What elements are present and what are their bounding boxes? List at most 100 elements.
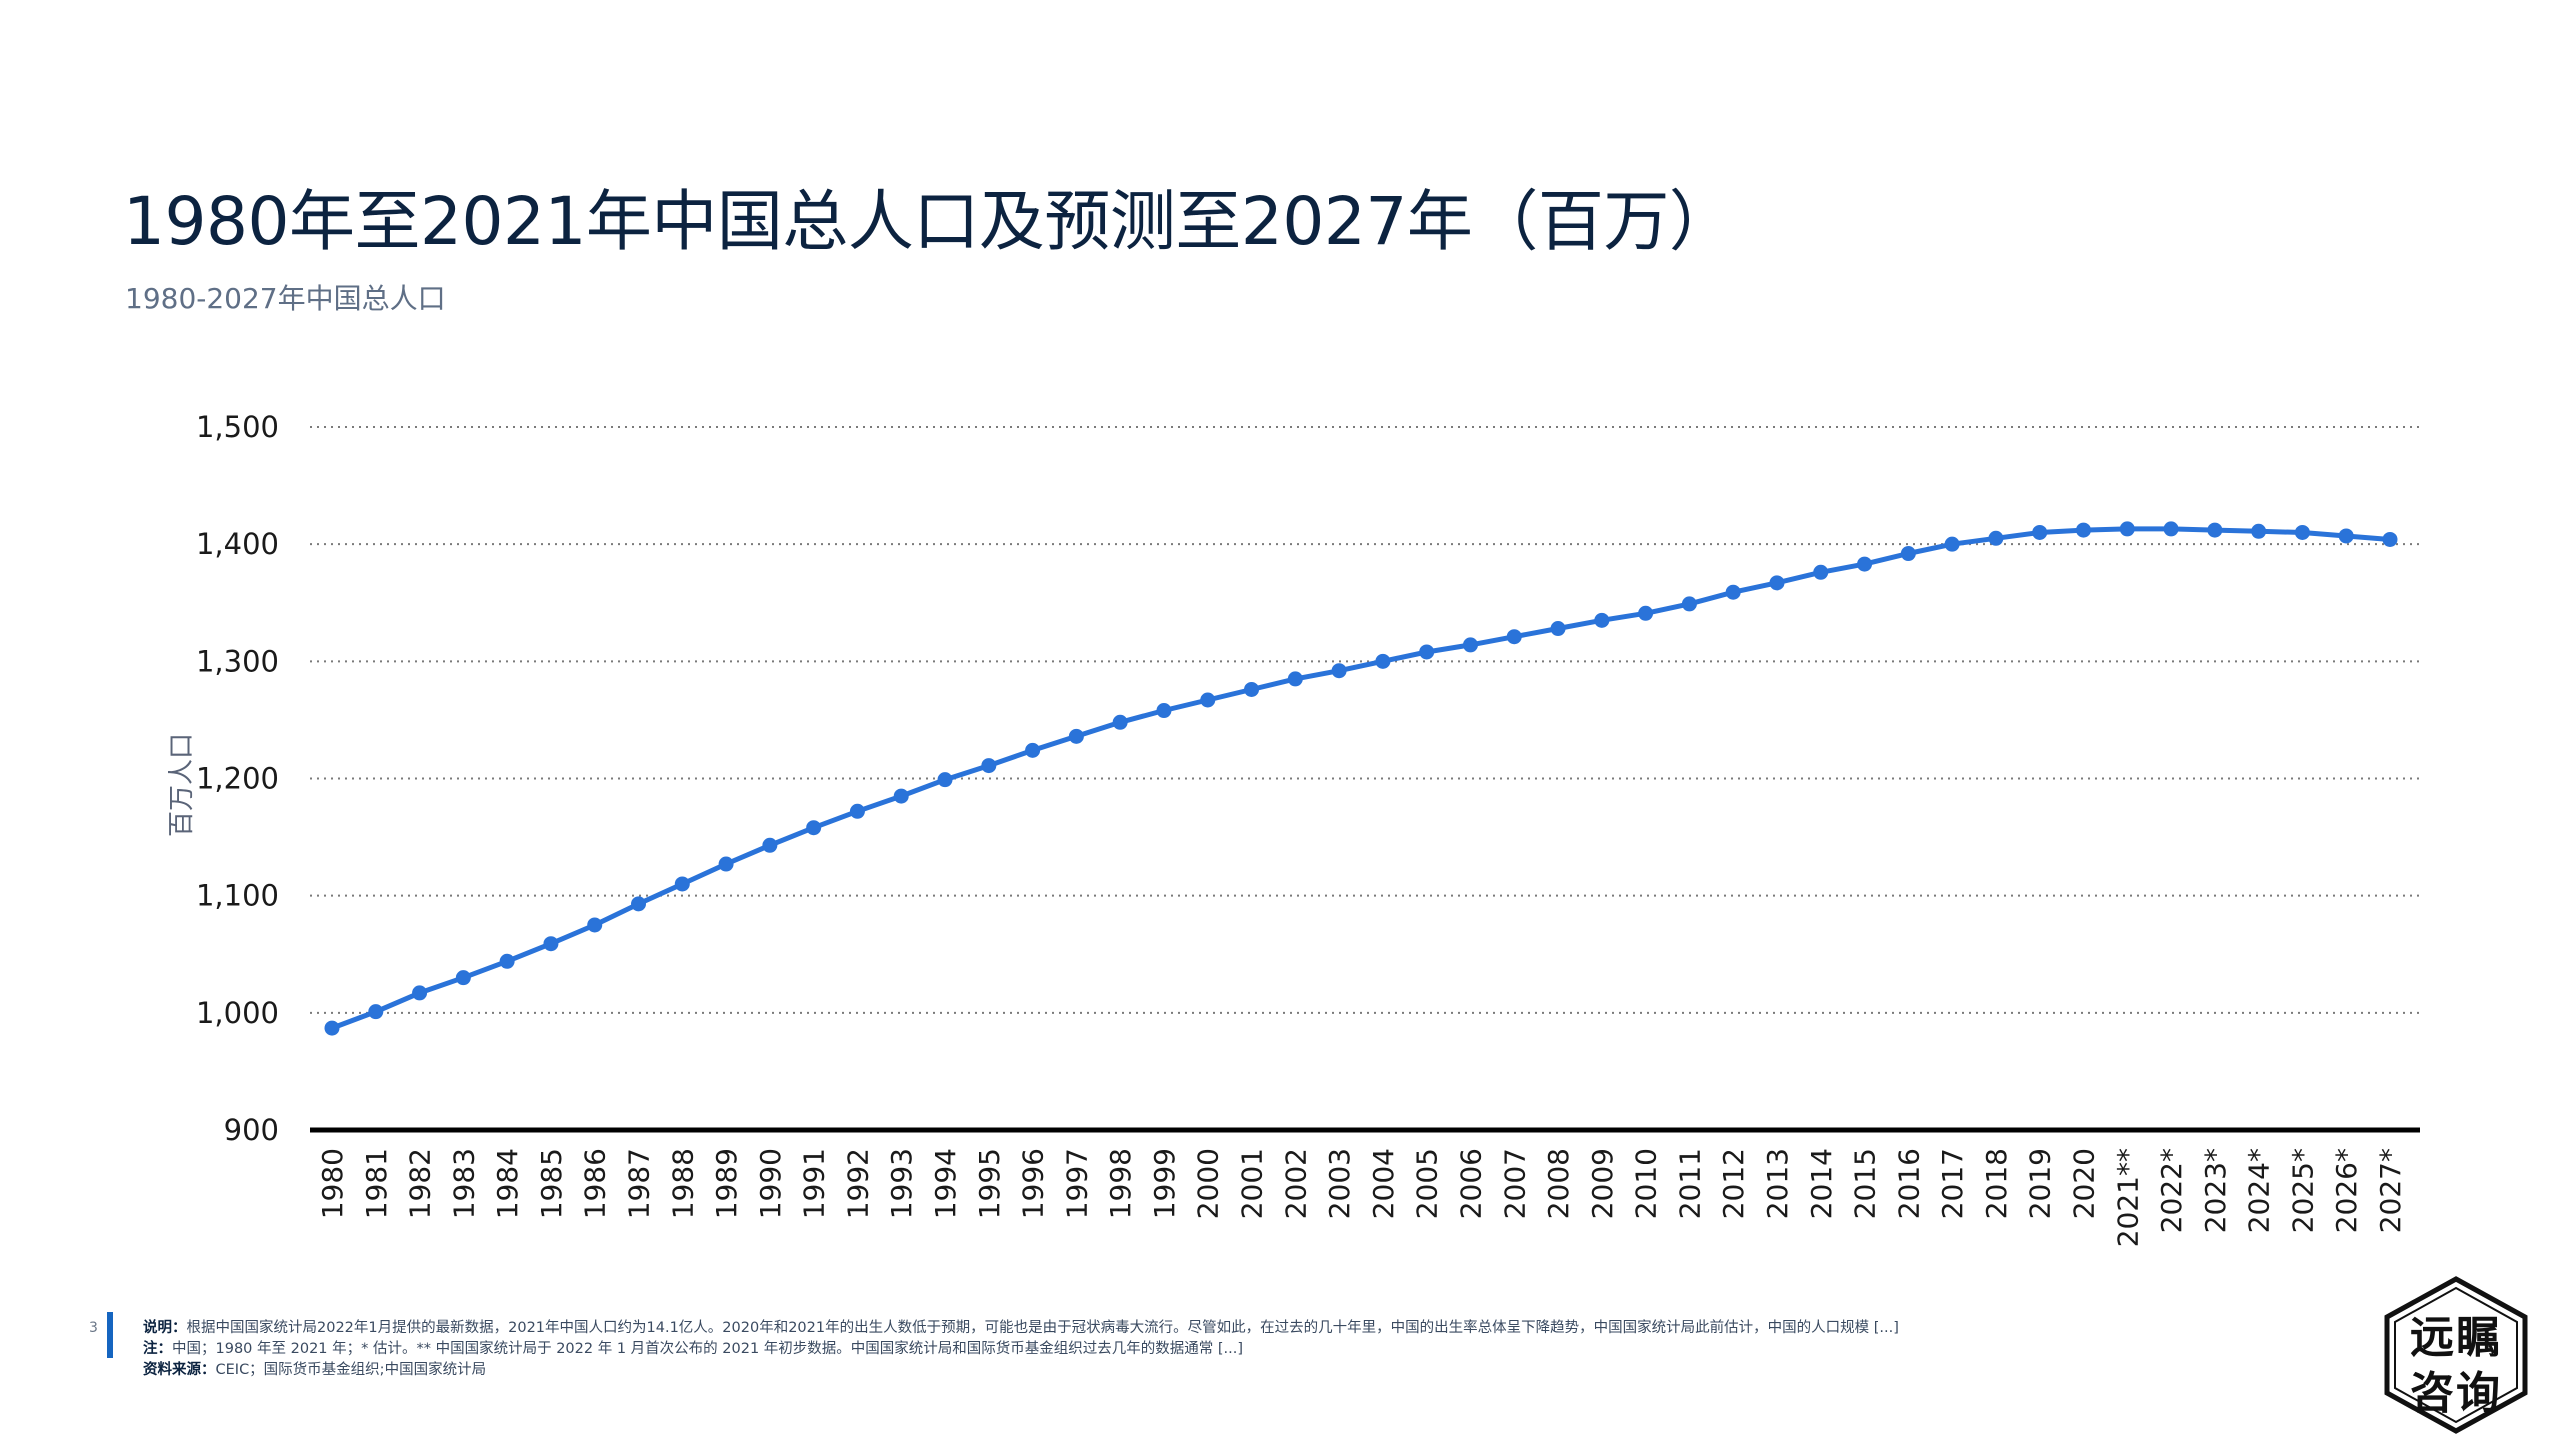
y-tick-label: 1,000 xyxy=(196,996,279,1030)
x-tick-label: 2025* xyxy=(2286,1148,2319,1233)
note-source-text: CEIC；国际货币基金组织;中国国家统计局 xyxy=(215,1362,487,1378)
x-tick-label: 1984 xyxy=(491,1148,524,1219)
x-axis-ticks: 1980 1981 1982 1983 1984 1985 1986 1987 1988 1989… xyxy=(316,1148,2407,1247)
data-point xyxy=(1900,546,1916,562)
data-point xyxy=(2382,531,2398,547)
data-point xyxy=(1725,584,1741,600)
y-tick-label: 1,500 xyxy=(196,410,279,444)
x-tick-label: 1983 xyxy=(447,1148,480,1219)
data-point xyxy=(893,788,909,804)
x-tick-label: 2004 xyxy=(1367,1148,1400,1219)
y-tick-label: 900 xyxy=(224,1113,279,1147)
series-points xyxy=(324,521,2398,1036)
data-point xyxy=(1112,714,1128,730)
data-point xyxy=(631,896,647,912)
y-tick-label: 1,100 xyxy=(196,879,279,913)
data-point xyxy=(1550,621,1566,637)
note-remark-text: 中国；1980 年至 2021 年；* 估计。** 中国国家统计局于 2022 … xyxy=(172,1341,1244,1357)
x-tick-label: 1989 xyxy=(710,1148,743,1219)
note-description: 说明：根据中国国家统计局2022年1月提供的最新数据，2021年中国人口约为14… xyxy=(143,1318,1899,1339)
x-tick-label: 1995 xyxy=(973,1148,1006,1219)
x-tick-label: 1998 xyxy=(1104,1148,1137,1219)
x-tick-label: 2012 xyxy=(1717,1148,1750,1219)
x-tick-label: 2010 xyxy=(1630,1148,1663,1219)
data-point xyxy=(368,1004,384,1020)
data-point xyxy=(981,758,997,774)
x-tick-label: 1993 xyxy=(885,1148,918,1219)
note-remark-label: 注： xyxy=(143,1341,172,1357)
data-point xyxy=(1068,728,1084,744)
data-point xyxy=(1200,692,1216,708)
x-tick-label: 2007 xyxy=(1498,1148,1531,1219)
data-point xyxy=(587,917,603,933)
x-tick-label: 2017 xyxy=(1936,1148,1969,1219)
data-point xyxy=(1594,612,1610,628)
data-point xyxy=(2294,524,2310,540)
page-title: 1980年至2021年中国总人口及预测至2027年（百万） xyxy=(123,183,1735,260)
data-point xyxy=(1681,596,1697,612)
data-point xyxy=(1506,629,1522,645)
x-tick-label: 2005 xyxy=(1411,1148,1444,1219)
x-tick-label: 1996 xyxy=(1017,1148,1050,1219)
note-remark: 注：中国；1980 年至 2021 年；* 估计。** 中国国家统计局于 202… xyxy=(143,1339,1899,1360)
y-tick-label: 1,300 xyxy=(196,644,279,678)
x-tick-label: 1986 xyxy=(579,1148,612,1219)
x-tick-label: 2019 xyxy=(2024,1148,2057,1219)
y-tick-label: 1,400 xyxy=(196,527,279,561)
data-point xyxy=(1244,681,1260,697)
data-point xyxy=(455,970,471,986)
x-tick-label: 1991 xyxy=(798,1148,831,1219)
x-tick-label: 2013 xyxy=(1761,1148,1794,1219)
logo-text-line1: 远瞩 xyxy=(2410,1312,2502,1363)
x-tick-label: 2018 xyxy=(1980,1148,2013,1219)
data-point xyxy=(1813,564,1829,580)
logo-hexagon-icon xyxy=(2384,1276,2528,1434)
data-point xyxy=(1025,742,1041,758)
note-source: 资料来源：CEIC；国际货币基金组织;中国国家统计局 xyxy=(143,1360,1899,1381)
x-tick-label: 2027* xyxy=(2374,1148,2407,1233)
data-point xyxy=(806,820,822,836)
x-tick-label: 2006 xyxy=(1455,1148,1488,1219)
data-point xyxy=(849,803,865,819)
chart-subtitle: 1980-2027年中国总人口 xyxy=(125,282,446,315)
note-description-label: 说明： xyxy=(143,1320,187,1336)
x-tick-label: 2002 xyxy=(1279,1148,1312,1219)
x-tick-label: 1994 xyxy=(929,1148,962,1219)
y-axis-ticks: 900 1,000 1,100 1,200 1,300 1,400 1,500 xyxy=(196,410,279,1147)
data-point xyxy=(543,936,559,952)
data-point xyxy=(2075,522,2091,538)
x-tick-label: 2024* xyxy=(2243,1148,2276,1233)
x-tick-label: 2003 xyxy=(1323,1148,1356,1219)
notes-accent-bar xyxy=(107,1312,113,1358)
x-tick-label: 1997 xyxy=(1060,1148,1093,1219)
x-tick-label: 2026* xyxy=(2330,1148,2363,1233)
data-point xyxy=(674,876,690,892)
x-tick-label: 2011 xyxy=(1673,1148,1706,1219)
data-point xyxy=(499,953,515,969)
data-point xyxy=(1988,530,2004,546)
data-point xyxy=(2338,528,2354,544)
data-point xyxy=(2207,522,2223,538)
data-point xyxy=(1769,575,1785,591)
x-tick-label: 1980 xyxy=(316,1148,349,1219)
x-tick-label: 2021** xyxy=(2111,1148,2144,1247)
x-tick-label: 1981 xyxy=(360,1148,393,1219)
x-tick-label: 1992 xyxy=(841,1148,874,1219)
data-point xyxy=(1462,637,1478,653)
brand-logo: 远瞩 咨询 xyxy=(2381,1275,2531,1435)
y-axis-label: 百万人口 xyxy=(167,733,197,837)
data-point xyxy=(1638,605,1654,621)
data-point xyxy=(2163,521,2179,537)
x-tick-label: 2001 xyxy=(1236,1148,1269,1219)
logo-text-line2: 咨询 xyxy=(2410,1368,2502,1419)
x-tick-label: 2014 xyxy=(1805,1148,1838,1219)
x-tick-label: 2022* xyxy=(2155,1148,2188,1233)
data-point xyxy=(2251,523,2267,539)
data-point xyxy=(2119,521,2135,537)
x-tick-label: 1982 xyxy=(404,1148,437,1219)
data-point xyxy=(1419,644,1435,660)
x-tick-label: 1999 xyxy=(1148,1148,1181,1219)
x-tick-label: 1985 xyxy=(535,1148,568,1219)
note-source-label: 资料来源： xyxy=(143,1362,216,1378)
footnotes: 说明：根据中国国家统计局2022年1月提供的最新数据，2021年中国人口约为14… xyxy=(143,1318,1899,1381)
